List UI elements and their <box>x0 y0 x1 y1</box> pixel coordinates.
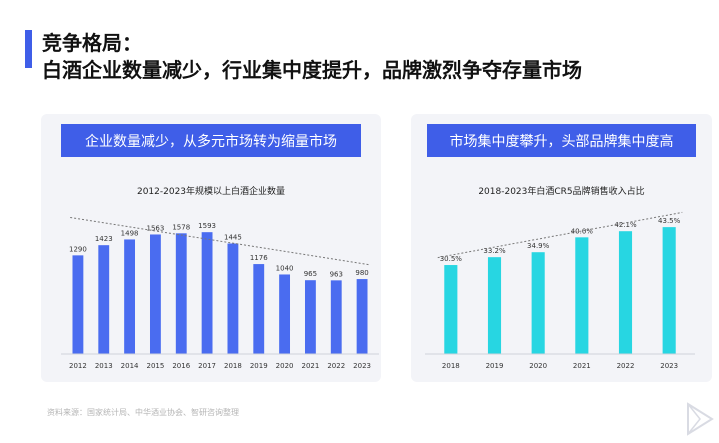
value-label-2013: 1423 <box>95 235 113 243</box>
right-chart-panel: 市场集中度攀升，头部品牌集中度高 2018-2023年白酒CR5品牌销售收入占比… <box>411 114 712 382</box>
x-tick-2020: 2020 <box>529 362 547 370</box>
bar-2016 <box>175 233 187 354</box>
value-label-2022: 42.1% <box>614 221 637 229</box>
bar-2023 <box>662 227 676 354</box>
x-tick-2013: 2013 <box>95 362 113 370</box>
x-tick-2019: 2019 <box>486 362 504 370</box>
right-banner: 市场集中度攀升，头部品牌集中度高 <box>427 124 696 157</box>
x-tick-2023: 2023 <box>353 362 371 370</box>
value-label-2016: 1578 <box>172 223 190 231</box>
value-label-2017: 1593 <box>198 222 216 230</box>
bar-2012 <box>72 255 84 354</box>
bar-2017 <box>201 232 213 354</box>
bar-2023 <box>356 279 368 354</box>
value-label-2014: 1498 <box>121 229 139 237</box>
right-chart-title: 2018-2023年白酒CR5品牌销售收入占比 <box>478 187 645 197</box>
value-label-2015: 1563 <box>147 224 165 232</box>
value-label-2023: 980 <box>355 269 368 277</box>
x-tick-2022: 2022 <box>617 362 635 370</box>
page-title: 竞争格局： <box>42 31 142 55</box>
x-tick-2017: 2017 <box>198 362 216 370</box>
bar-2018 <box>227 243 239 354</box>
left-chart-title: 2012-2023年规模以上白酒企业数量 <box>136 187 286 197</box>
value-label-2021: 965 <box>304 270 317 278</box>
source-note: 资料来源：国家统计局、中华酒业协会、智研咨询整理 <box>47 408 239 417</box>
bar-2014 <box>124 239 136 354</box>
bar-2013 <box>98 245 110 354</box>
value-label-2018: 1445 <box>224 234 242 242</box>
x-tick-2022: 2022 <box>327 362 345 370</box>
value-label-2020: 34.9% <box>527 242 550 250</box>
value-label-2019: 1176 <box>250 254 268 262</box>
page-subtitle: 白酒企业数量减少，行业集中度提升，品牌激烈争夺存量市场 <box>42 58 582 82</box>
bar-2020 <box>279 274 291 354</box>
bar-2022 <box>330 280 342 354</box>
value-label-2021: 40.0% <box>571 227 594 235</box>
x-tick-2018: 2018 <box>442 362 460 370</box>
bar-2021 <box>304 280 316 354</box>
x-tick-2014: 2014 <box>121 362 139 370</box>
bar-2019 <box>487 257 502 354</box>
bar-2019 <box>253 264 265 354</box>
x-tick-2021: 2021 <box>302 362 320 370</box>
trend-line <box>437 211 683 259</box>
value-label-2023: 43.5% <box>658 217 681 225</box>
value-label-2019: 33.2% <box>483 247 506 255</box>
triangle-logo-icon <box>687 402 714 436</box>
cr5-share-chart: 30.5% 2018 33.2% 2019 34.9% 2020 40.0% 2021 42.1… <box>425 211 695 370</box>
x-tick-2016: 2016 <box>172 362 190 370</box>
x-tick-2020: 2020 <box>276 362 294 370</box>
x-tick-2012: 2012 <box>69 362 87 370</box>
bar-2015 <box>149 234 161 354</box>
title-accent-bar <box>25 30 32 68</box>
value-label-2012: 1290 <box>69 245 87 253</box>
trend-line <box>70 216 370 266</box>
left-chart-panel: 企业数量减少，从多元市场转为缩量市场 2012-2023年规模以上白酒企业数量 … <box>41 114 381 382</box>
bar-2021 <box>575 237 589 354</box>
bar-2020 <box>531 252 545 354</box>
bar-2018 <box>444 265 458 354</box>
x-tick-2015: 2015 <box>147 362 165 370</box>
value-label-2020: 1040 <box>276 264 294 272</box>
value-label-2018: 30.5% <box>440 255 463 263</box>
x-tick-2021: 2021 <box>573 362 591 370</box>
x-tick-2018: 2018 <box>224 362 242 370</box>
bar-2022 <box>618 231 633 354</box>
enterprise-count-chart: 1290 2012 1423 2013 1498 2014 1563 2015 1578 2016… <box>61 216 379 370</box>
x-tick-2023: 2023 <box>660 362 678 370</box>
left-banner: 企业数量减少，从多元市场转为缩量市场 <box>61 124 361 157</box>
value-label-2022: 963 <box>330 270 343 278</box>
x-tick-2019: 2019 <box>250 362 268 370</box>
